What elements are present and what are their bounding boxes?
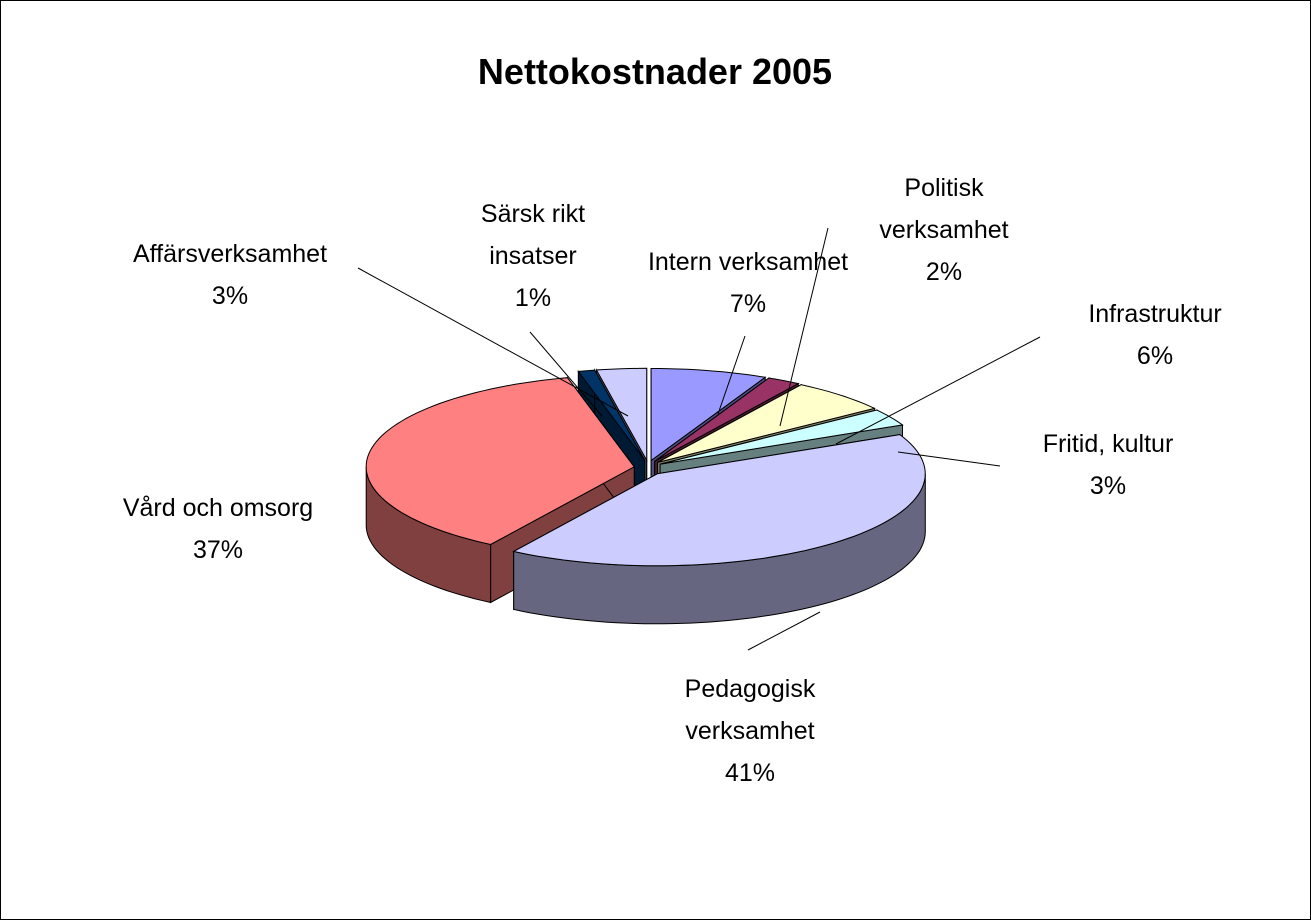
category-label: Särsk rikt insatser [481,200,585,270]
leader-line [717,335,746,415]
slice-top [650,368,767,462]
value-label: 41% [725,759,775,787]
value-label: 3% [212,282,248,310]
leader-line [357,267,629,417]
chart-title: Nettokostnader 2005 [478,51,832,92]
slice-top [595,367,648,463]
category-label: Pedagogisk verksamhet [685,675,816,745]
slice-top [512,434,926,567]
value-label: 7% [730,290,766,318]
category-label: Affärsverksamhet [133,240,327,268]
value-label: 1% [515,284,551,312]
category-label: Fritid, kultur [1043,430,1174,458]
value-label: 3% [1090,472,1126,500]
slice-top [659,409,904,465]
category-label: Politisk verksamhet [879,174,1008,244]
value-label: 37% [193,536,243,564]
category-label: Intern verksamhet [648,248,848,276]
leader-line [897,451,1001,467]
category-label: Vård och omsorg [123,494,313,522]
value-label: 6% [1137,342,1173,370]
category-label: Infrastruktur [1088,300,1221,328]
leader-line [747,611,821,651]
leader-line [835,336,1041,445]
leader-line [529,331,603,417]
slice-top [365,377,635,546]
slice [512,434,926,625]
leader-line [779,227,829,427]
slice-top [657,384,876,463]
slice-top [654,377,800,462]
value-label: 2% [926,258,962,286]
